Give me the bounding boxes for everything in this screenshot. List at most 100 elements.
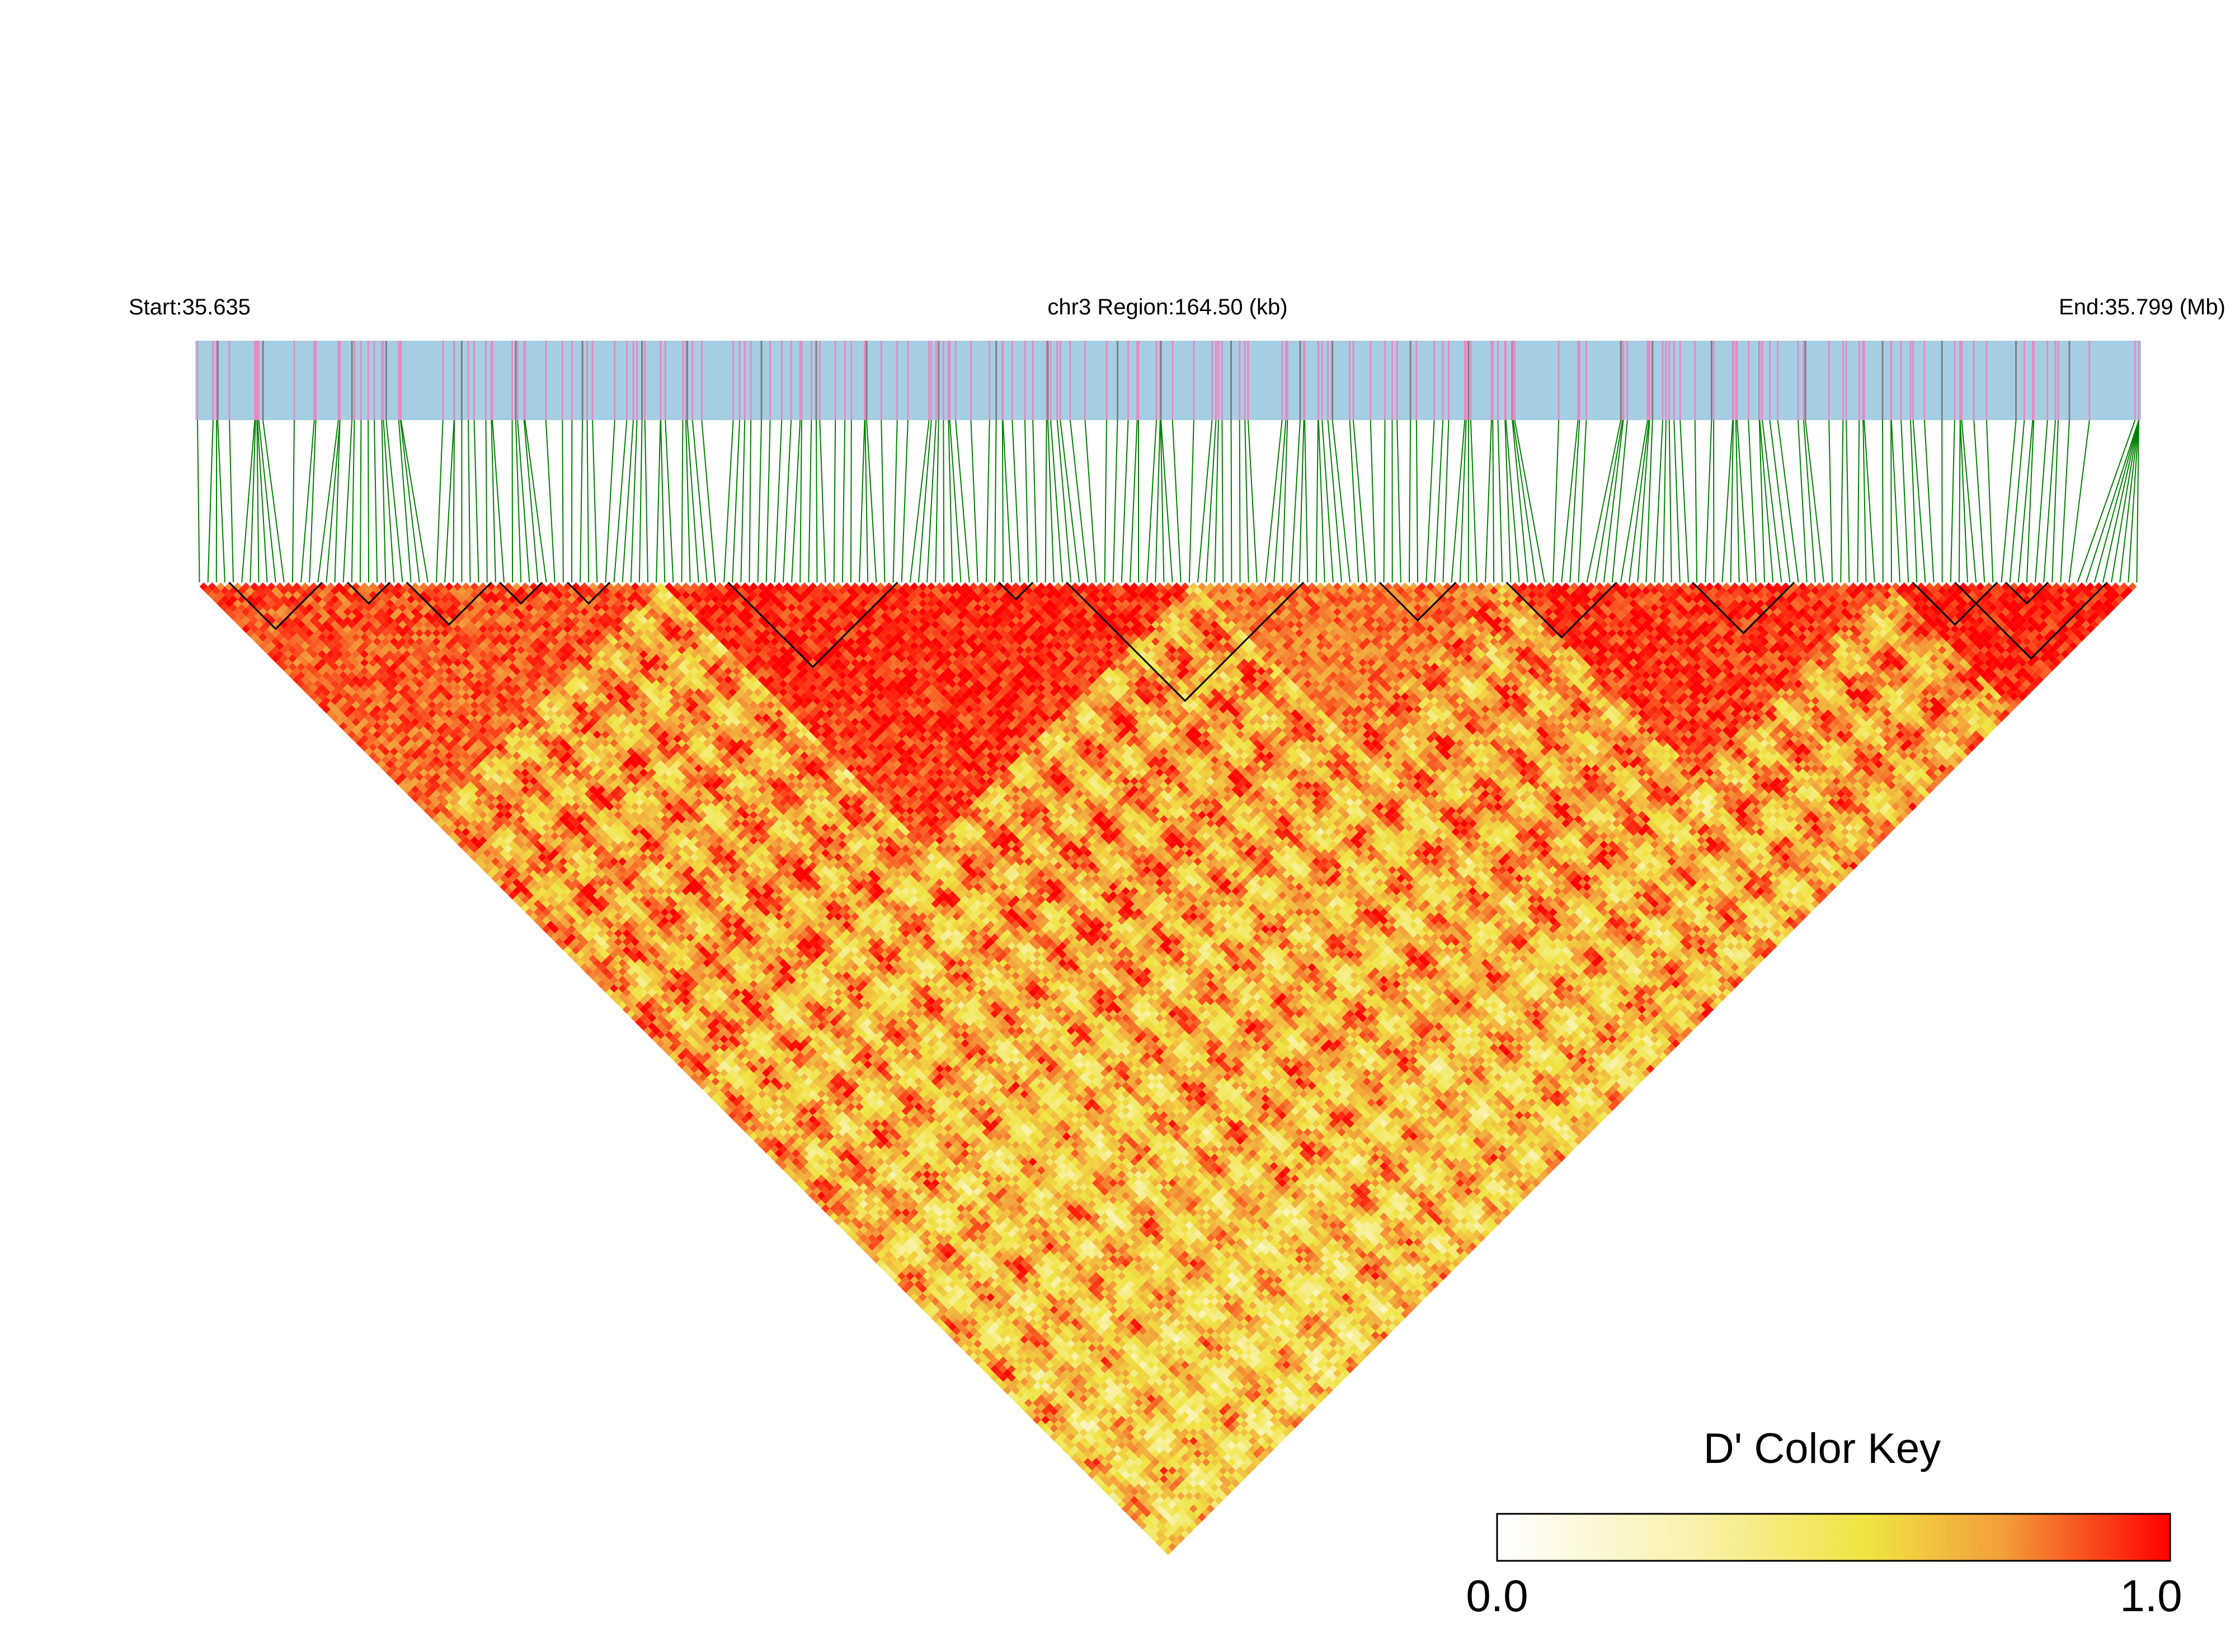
- ld-cell: [897, 1280, 906, 1289]
- ld-cell: [580, 963, 589, 972]
- connector-line: [1056, 420, 1072, 583]
- ld-cell: [589, 971, 597, 980]
- ld-cell: [364, 738, 373, 747]
- connector-line: [2026, 420, 2035, 583]
- ld-cell: [1151, 1534, 1160, 1543]
- connector-line: [630, 420, 638, 583]
- ld-cell: [956, 1339, 966, 1348]
- ld-cell: [698, 1073, 707, 1082]
- ld-heatmap-cells: [199, 582, 2137, 1555]
- ld-cell: [914, 1288, 923, 1297]
- ld-cell: [1062, 1445, 1071, 1454]
- connector-line: [1620, 420, 1649, 583]
- ld-cell: [470, 844, 479, 853]
- ld-cell: [538, 912, 547, 921]
- ld-cell: [262, 637, 272, 646]
- connector-line: [1121, 420, 1129, 583]
- connector-line: [732, 420, 740, 583]
- ld-cell: [872, 1246, 881, 1255]
- connector-line: [1673, 420, 1681, 583]
- connector-line: [1247, 420, 1258, 583]
- connector-line: [444, 420, 455, 583]
- ld-cell: [910, 1284, 919, 1293]
- connector-line: [1002, 420, 1013, 583]
- ld-cell: [258, 633, 267, 642]
- ld-cell: [415, 789, 424, 798]
- connector-line: [592, 420, 598, 583]
- ld-cell: [1075, 1458, 1084, 1467]
- connector-line: [1586, 420, 1622, 583]
- ld-cell: [817, 1199, 826, 1209]
- ld-cell: [500, 874, 509, 883]
- ld-cell: [385, 760, 394, 769]
- connector-line: [1129, 420, 1138, 583]
- connector-line: [791, 420, 801, 583]
- ld-cell: [1045, 1428, 1054, 1437]
- ld-cell: [567, 942, 576, 950]
- ld-cell: [766, 1141, 775, 1150]
- connector-line: [368, 420, 369, 583]
- connector-line: [562, 420, 564, 583]
- connector-line: [1290, 420, 1301, 583]
- ld-cell: [796, 1179, 804, 1188]
- ld-cell: [512, 895, 521, 904]
- ld-cell: [1142, 1526, 1151, 1535]
- ld-cell: [648, 1030, 657, 1039]
- connector-line: [1282, 420, 1288, 583]
- ld-cell: [457, 832, 466, 841]
- connector-line: [1797, 420, 1808, 583]
- ld-cell: [1020, 1402, 1029, 1411]
- ld-cell: [914, 1297, 923, 1306]
- ld-cell: [770, 1153, 779, 1162]
- connector-line: [1370, 420, 1376, 583]
- ld-cell: [627, 1009, 636, 1018]
- connector-line: [1514, 420, 1545, 583]
- ld-cell: [381, 755, 390, 765]
- ld-cell: [258, 641, 267, 650]
- connector-line: [691, 420, 708, 583]
- ld-cell: [589, 963, 597, 972]
- connector-line: [681, 420, 684, 583]
- ld-cell: [627, 1001, 636, 1010]
- ld-cell: [470, 853, 479, 862]
- ld-cell: [1126, 1508, 1135, 1517]
- connector-line: [2128, 420, 2139, 583]
- connector-line: [217, 420, 225, 583]
- ld-cell: [757, 1132, 766, 1141]
- ld-cell: [910, 1293, 919, 1302]
- ld-cell: [267, 649, 276, 659]
- ld-cell: [939, 1314, 948, 1323]
- ld-cell: [639, 1022, 648, 1031]
- ld-cell: [1164, 1546, 1173, 1555]
- connector-line: [1985, 420, 1994, 583]
- connector-line: [701, 420, 716, 583]
- ld-cell: [779, 1153, 788, 1162]
- ld-cell: [736, 1111, 745, 1120]
- connector-line: [1846, 420, 1850, 583]
- connector-line: [1442, 420, 1450, 583]
- connector-line: [1069, 420, 1089, 583]
- ld-cell: [927, 1310, 936, 1319]
- connector-line: [1803, 420, 1816, 583]
- ld-cell: [944, 1326, 953, 1335]
- ld-cell: [796, 1170, 804, 1179]
- connector-line: [2077, 420, 2136, 583]
- ld-cell: [559, 933, 568, 942]
- ld-cell: [906, 1288, 915, 1297]
- connector-line: [1304, 420, 1309, 583]
- ld-cell: [939, 1322, 948, 1331]
- snp-connector-lines: [197, 420, 2139, 583]
- connector-line: [1206, 420, 1217, 583]
- ld-cell: [935, 1318, 944, 1327]
- connector-line: [613, 420, 628, 583]
- connector-line: [309, 420, 317, 583]
- ld-cell: [677, 1060, 686, 1069]
- ld-cell: [216, 591, 225, 600]
- ld-cell: [465, 840, 475, 849]
- ld-cell: [825, 1208, 834, 1217]
- connector-line: [1318, 420, 1325, 583]
- connector-line: [2102, 420, 2139, 583]
- connector-line: [1298, 420, 1305, 583]
- ld-cell: [411, 794, 420, 803]
- connector-line: [723, 420, 734, 583]
